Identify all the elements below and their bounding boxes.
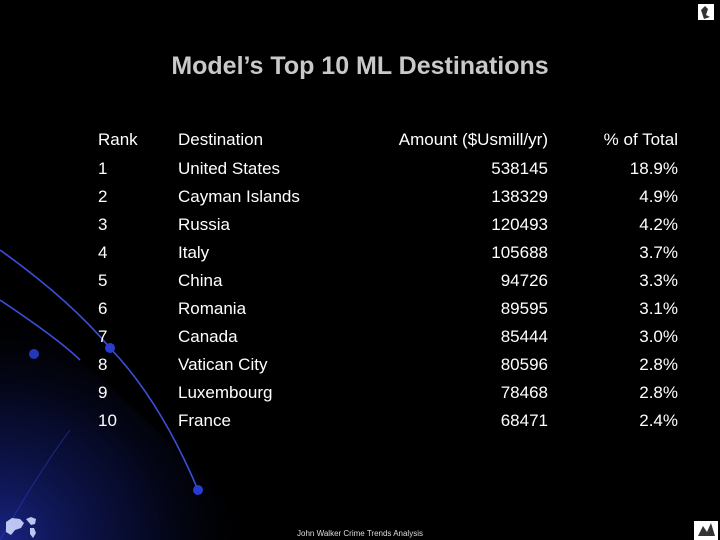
table-row: 2 Cayman Islands 138329 4.9% bbox=[88, 183, 680, 211]
destinations-table: Rank Destination Amount ($Usmill/yr) % o… bbox=[88, 125, 680, 435]
cell-percent: 2.8% bbox=[639, 383, 678, 402]
cell-percent: 18.9% bbox=[629, 159, 678, 178]
cell-amount: 120493 bbox=[491, 215, 548, 234]
corner-logo-icon bbox=[694, 4, 718, 540]
cell-destination: Cayman Islands bbox=[178, 187, 300, 206]
table-row: 6 Romania 89595 3.1% bbox=[88, 295, 680, 323]
slide-title: Model’s Top 10 ML Destinations bbox=[171, 52, 549, 80]
cell-rank: 1 bbox=[98, 159, 108, 178]
table-row: 1 United States 538145 18.9% bbox=[88, 155, 680, 183]
cell-amount: 85444 bbox=[500, 327, 548, 346]
world-map-icon bbox=[6, 517, 36, 538]
cell-amount: 80596 bbox=[500, 355, 548, 374]
cell-amount: 89595 bbox=[500, 299, 548, 318]
table-row: 10 France 68471 2.4% bbox=[88, 407, 680, 435]
cell-destination: Vatican City bbox=[178, 355, 268, 374]
header-amount: Amount ($Usmill/yr) bbox=[398, 130, 548, 149]
cell-rank: 10 bbox=[98, 411, 117, 430]
blue-node-dot bbox=[105, 343, 115, 353]
cell-destination: Luxembourg bbox=[178, 383, 273, 402]
cell-percent: 3.0% bbox=[639, 327, 678, 346]
cell-rank: 7 bbox=[98, 327, 108, 346]
cell-rank: 3 bbox=[98, 215, 108, 234]
header-rank: Rank bbox=[98, 130, 138, 149]
cell-amount: 94726 bbox=[500, 271, 548, 290]
cell-rank: 2 bbox=[98, 187, 108, 206]
cell-percent: 4.2% bbox=[639, 215, 678, 234]
cell-destination: Romania bbox=[178, 299, 247, 318]
table-row: 9 Luxembourg 78468 2.8% bbox=[88, 379, 680, 407]
cell-amount: 78468 bbox=[500, 383, 548, 402]
cell-percent: 3.1% bbox=[639, 299, 678, 318]
cell-percent: 3.3% bbox=[639, 271, 678, 290]
slide-footer: John Walker Crime Trends Analysis bbox=[297, 529, 423, 538]
table-row: 8 Vatican City 80596 2.8% bbox=[88, 351, 680, 379]
table-row: 5 China 94726 3.3% bbox=[88, 267, 680, 295]
arc-lines bbox=[0, 249, 199, 491]
cell-destination: Italy bbox=[178, 243, 210, 262]
cell-rank: 4 bbox=[98, 243, 108, 262]
header-destination: Destination bbox=[178, 130, 264, 149]
table-row: 4 Italy 105688 3.7% bbox=[88, 239, 680, 267]
cell-amount: 138329 bbox=[491, 187, 548, 206]
cell-destination: Canada bbox=[178, 327, 238, 346]
header-percent: % of Total bbox=[603, 130, 678, 149]
cell-rank: 5 bbox=[98, 271, 108, 290]
cell-percent: 2.4% bbox=[639, 411, 678, 430]
table-header-row: Rank Destination Amount ($Usmill/yr) % o… bbox=[88, 125, 680, 155]
cell-percent: 3.7% bbox=[639, 243, 678, 262]
cell-percent: 4.9% bbox=[639, 187, 678, 206]
table-row: 7 Canada 85444 3.0% bbox=[88, 323, 680, 351]
cell-destination: United States bbox=[178, 159, 281, 178]
cell-destination: France bbox=[178, 411, 231, 430]
cell-amount: 538145 bbox=[491, 159, 548, 178]
cell-rank: 6 bbox=[98, 299, 108, 318]
cell-amount: 68471 bbox=[500, 411, 548, 430]
cell-percent: 2.8% bbox=[639, 355, 678, 374]
cell-amount: 105688 bbox=[491, 243, 548, 262]
cell-rank: 9 bbox=[98, 383, 108, 402]
blue-node-dot bbox=[29, 349, 39, 359]
table-row: 3 Russia 120493 4.2% bbox=[88, 211, 680, 239]
cell-destination: Russia bbox=[178, 215, 230, 234]
cell-destination: China bbox=[178, 271, 223, 290]
cell-rank: 8 bbox=[98, 355, 108, 374]
blue-node-dot bbox=[193, 485, 203, 495]
